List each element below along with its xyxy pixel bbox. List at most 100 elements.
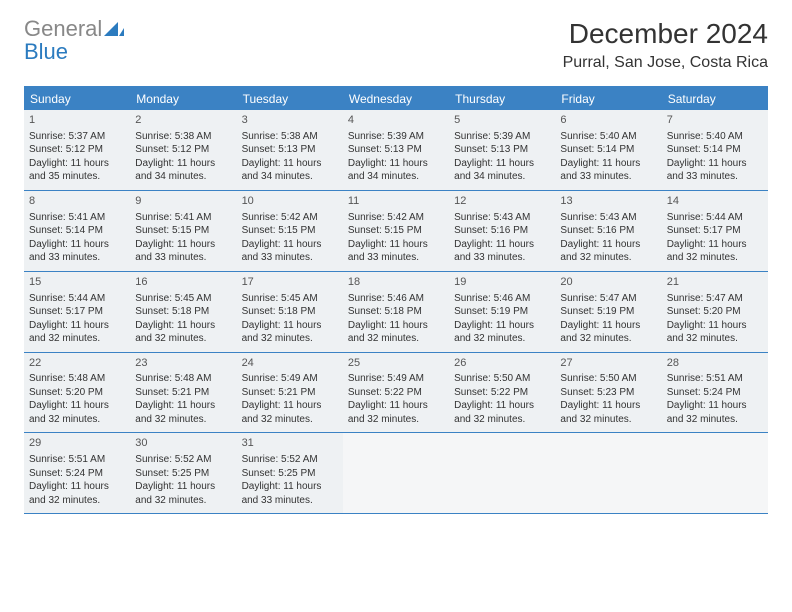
day-number: 12	[454, 194, 550, 209]
sunset-line: Sunset: 5:23 PM	[560, 386, 656, 400]
day-number: 22	[29, 356, 125, 371]
daylight-line: Daylight: 11 hours and 32 minutes.	[560, 399, 656, 426]
daylight-line: Daylight: 11 hours and 32 minutes.	[135, 480, 231, 507]
sunrise-line: Sunrise: 5:51 AM	[667, 372, 763, 386]
sunset-line: Sunset: 5:19 PM	[454, 305, 550, 319]
day-cell: 12Sunrise: 5:43 AMSunset: 5:16 PMDayligh…	[449, 191, 555, 272]
sunset-line: Sunset: 5:16 PM	[560, 224, 656, 238]
day-number: 28	[667, 356, 763, 371]
sunrise-line: Sunrise: 5:48 AM	[135, 372, 231, 386]
day-number: 11	[348, 194, 444, 209]
sunrise-line: Sunrise: 5:52 AM	[135, 453, 231, 467]
sunset-line: Sunset: 5:18 PM	[348, 305, 444, 319]
sunrise-line: Sunrise: 5:50 AM	[560, 372, 656, 386]
day-cell: 16Sunrise: 5:45 AMSunset: 5:18 PMDayligh…	[130, 272, 236, 353]
day-cell: 18Sunrise: 5:46 AMSunset: 5:18 PMDayligh…	[343, 272, 449, 353]
day-cell-empty	[449, 433, 555, 514]
day-number: 23	[135, 356, 231, 371]
day-number: 25	[348, 356, 444, 371]
day-number: 5	[454, 113, 550, 128]
day-cell: 6Sunrise: 5:40 AMSunset: 5:14 PMDaylight…	[555, 110, 661, 191]
sunset-line: Sunset: 5:17 PM	[29, 305, 125, 319]
daylight-line: Daylight: 11 hours and 32 minutes.	[560, 319, 656, 346]
sunset-line: Sunset: 5:25 PM	[135, 467, 231, 481]
sunrise-line: Sunrise: 5:49 AM	[348, 372, 444, 386]
day-cell: 10Sunrise: 5:42 AMSunset: 5:15 PMDayligh…	[237, 191, 343, 272]
sunset-line: Sunset: 5:22 PM	[348, 386, 444, 400]
day-cell: 4Sunrise: 5:39 AMSunset: 5:13 PMDaylight…	[343, 110, 449, 191]
sunset-line: Sunset: 5:21 PM	[242, 386, 338, 400]
calendar-grid: SundayMondayTuesdayWednesdayThursdayFrid…	[24, 86, 768, 514]
daylight-line: Daylight: 11 hours and 33 minutes.	[242, 480, 338, 507]
day-number: 19	[454, 275, 550, 290]
sunset-line: Sunset: 5:21 PM	[135, 386, 231, 400]
day-number: 6	[560, 113, 656, 128]
daylight-line: Daylight: 11 hours and 34 minutes.	[135, 157, 231, 184]
day-cell: 29Sunrise: 5:51 AMSunset: 5:24 PMDayligh…	[24, 433, 130, 514]
day-cell: 24Sunrise: 5:49 AMSunset: 5:21 PMDayligh…	[237, 353, 343, 434]
sunset-line: Sunset: 5:12 PM	[135, 143, 231, 157]
day-cell: 9Sunrise: 5:41 AMSunset: 5:15 PMDaylight…	[130, 191, 236, 272]
page-header: General Blue December 2024 Purral, San J…	[24, 18, 768, 72]
day-cell: 22Sunrise: 5:48 AMSunset: 5:20 PMDayligh…	[24, 353, 130, 434]
sunset-line: Sunset: 5:19 PM	[560, 305, 656, 319]
logo-text-blue: Blue	[24, 39, 68, 64]
daylight-line: Daylight: 11 hours and 34 minutes.	[454, 157, 550, 184]
day-cell: 3Sunrise: 5:38 AMSunset: 5:13 PMDaylight…	[237, 110, 343, 191]
day-cell: 23Sunrise: 5:48 AMSunset: 5:21 PMDayligh…	[130, 353, 236, 434]
day-number: 1	[29, 113, 125, 128]
title-block: December 2024 Purral, San Jose, Costa Ri…	[563, 18, 768, 72]
sunrise-line: Sunrise: 5:42 AM	[348, 211, 444, 225]
daylight-line: Daylight: 11 hours and 33 minutes.	[560, 157, 656, 184]
daylight-line: Daylight: 11 hours and 33 minutes.	[135, 238, 231, 265]
day-cell: 21Sunrise: 5:47 AMSunset: 5:20 PMDayligh…	[662, 272, 768, 353]
sunrise-line: Sunrise: 5:41 AM	[135, 211, 231, 225]
day-header: Friday	[555, 88, 661, 110]
sunset-line: Sunset: 5:25 PM	[242, 467, 338, 481]
sunset-line: Sunset: 5:15 PM	[242, 224, 338, 238]
sunrise-line: Sunrise: 5:52 AM	[242, 453, 338, 467]
day-cell: 13Sunrise: 5:43 AMSunset: 5:16 PMDayligh…	[555, 191, 661, 272]
sunset-line: Sunset: 5:14 PM	[560, 143, 656, 157]
day-cell: 28Sunrise: 5:51 AMSunset: 5:24 PMDayligh…	[662, 353, 768, 434]
sunset-line: Sunset: 5:17 PM	[667, 224, 763, 238]
day-header: Wednesday	[343, 88, 449, 110]
day-number: 26	[454, 356, 550, 371]
day-header: Monday	[130, 88, 236, 110]
sunset-line: Sunset: 5:15 PM	[135, 224, 231, 238]
sunset-line: Sunset: 5:24 PM	[667, 386, 763, 400]
day-number: 20	[560, 275, 656, 290]
month-title: December 2024	[563, 18, 768, 50]
day-number: 30	[135, 436, 231, 451]
sunrise-line: Sunrise: 5:45 AM	[242, 292, 338, 306]
daylight-line: Daylight: 11 hours and 32 minutes.	[242, 399, 338, 426]
daylight-line: Daylight: 11 hours and 32 minutes.	[135, 319, 231, 346]
daylight-line: Daylight: 11 hours and 32 minutes.	[135, 399, 231, 426]
day-cell: 1Sunrise: 5:37 AMSunset: 5:12 PMDaylight…	[24, 110, 130, 191]
daylight-line: Daylight: 11 hours and 33 minutes.	[454, 238, 550, 265]
sunrise-line: Sunrise: 5:46 AM	[348, 292, 444, 306]
day-cell: 5Sunrise: 5:39 AMSunset: 5:13 PMDaylight…	[449, 110, 555, 191]
day-header: Tuesday	[237, 88, 343, 110]
daylight-line: Daylight: 11 hours and 33 minutes.	[242, 238, 338, 265]
day-number: 8	[29, 194, 125, 209]
day-header: Sunday	[24, 88, 130, 110]
sunrise-line: Sunrise: 5:43 AM	[560, 211, 656, 225]
sunset-line: Sunset: 5:18 PM	[135, 305, 231, 319]
day-number: 17	[242, 275, 338, 290]
day-cell-empty	[555, 433, 661, 514]
day-number: 10	[242, 194, 338, 209]
daylight-line: Daylight: 11 hours and 32 minutes.	[667, 399, 763, 426]
daylight-line: Daylight: 11 hours and 34 minutes.	[348, 157, 444, 184]
sunrise-line: Sunrise: 5:43 AM	[454, 211, 550, 225]
sunrise-line: Sunrise: 5:37 AM	[29, 130, 125, 144]
day-cell: 8Sunrise: 5:41 AMSunset: 5:14 PMDaylight…	[24, 191, 130, 272]
day-cell-empty	[662, 433, 768, 514]
daylight-line: Daylight: 11 hours and 32 minutes.	[667, 238, 763, 265]
daylight-line: Daylight: 11 hours and 32 minutes.	[667, 319, 763, 346]
daylight-line: Daylight: 11 hours and 32 minutes.	[29, 480, 125, 507]
day-cell: 20Sunrise: 5:47 AMSunset: 5:19 PMDayligh…	[555, 272, 661, 353]
day-cell: 2Sunrise: 5:38 AMSunset: 5:12 PMDaylight…	[130, 110, 236, 191]
day-number: 27	[560, 356, 656, 371]
day-cell: 7Sunrise: 5:40 AMSunset: 5:14 PMDaylight…	[662, 110, 768, 191]
